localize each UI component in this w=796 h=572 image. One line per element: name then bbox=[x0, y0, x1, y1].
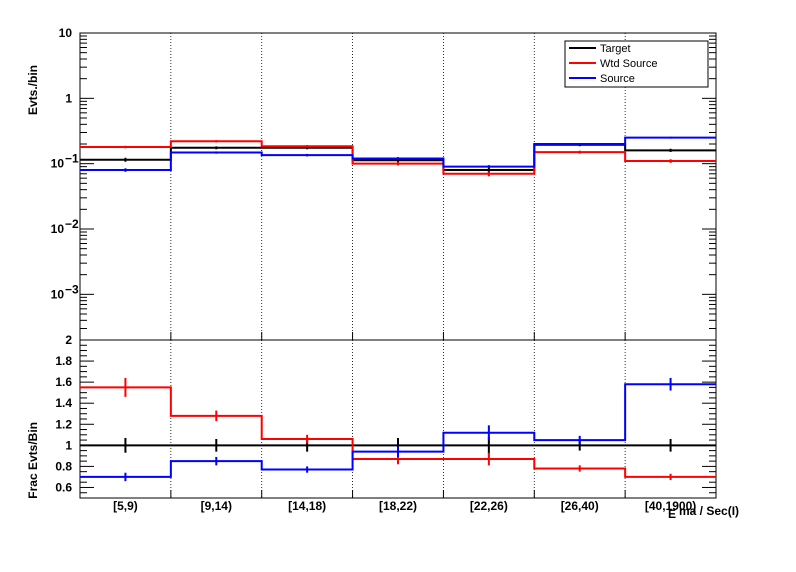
x-tick-label: [26,40) bbox=[561, 499, 599, 513]
x-axis-label-suffix: ma / Sec(I) bbox=[679, 504, 739, 518]
top-y-tick-exponent: −3 bbox=[65, 282, 79, 296]
x-tick-label: [40,1900) bbox=[645, 499, 696, 513]
x-axis-label: E ma / Sec(I) bbox=[668, 504, 739, 521]
x-tick-label: [18,22) bbox=[379, 499, 417, 513]
top-y-tick-label: 10 bbox=[59, 26, 73, 40]
bottom-plot-frame bbox=[79, 339, 717, 499]
legend-entry: Source bbox=[600, 73, 635, 85]
bottom-panel: 0.6 0.8 1 1.2 1.4 1.6 1.8 2 [5,9) [9,14) [14,18) [1… bbox=[55, 333, 717, 513]
bottom-y-tick-label: 1.4 bbox=[55, 396, 72, 410]
legend: Target Wtd Source Source bbox=[564, 40, 709, 88]
top-y-tick-label: 10 bbox=[51, 287, 65, 301]
top-y-tick-exponent: −1 bbox=[65, 152, 79, 166]
bottom-y-tick-label: 2 bbox=[65, 333, 72, 347]
legend-entry: Wtd Source bbox=[600, 58, 657, 70]
top-y-axis-label: Evts./bin bbox=[26, 65, 40, 115]
x-tick-label: [5,9) bbox=[113, 499, 138, 513]
top-y-tick-exponent: −2 bbox=[65, 217, 79, 231]
top-y-tick-label: 10 bbox=[51, 157, 65, 171]
top-y-tick-label: 1 bbox=[65, 91, 72, 105]
x-tick-label: [14,18) bbox=[288, 499, 326, 513]
bottom-y-tick-label: 1.2 bbox=[55, 417, 72, 431]
bottom-y-tick-label: 0.6 bbox=[55, 480, 72, 494]
bottom-y-tick-label: 1.6 bbox=[55, 375, 72, 389]
bottom-y-axis-label: Frac Evts/Bin bbox=[26, 422, 40, 499]
bottom-y-tick-label: 0.8 bbox=[55, 459, 72, 473]
legend-entry: Target bbox=[600, 43, 631, 55]
x-tick-label: [22,26) bbox=[470, 499, 508, 513]
bottom-y-tick-label: 1 bbox=[65, 438, 72, 452]
bottom-y-tick-label: 1.8 bbox=[55, 354, 72, 368]
top-y-tick-label: 10 bbox=[51, 222, 65, 236]
x-tick-label: [9,14) bbox=[201, 499, 232, 513]
x-axis-label-main: E bbox=[668, 507, 676, 521]
